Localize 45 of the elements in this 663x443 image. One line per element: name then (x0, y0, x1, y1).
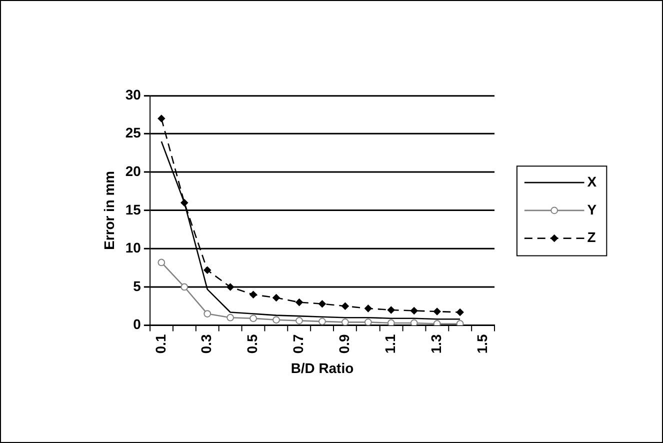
point (410, 319, 418, 326)
x-tick-label: 0.3 (198, 334, 214, 354)
point (410, 307, 418, 314)
point (272, 316, 280, 324)
legend-label: Y (587, 201, 598, 218)
point (272, 294, 280, 302)
x-tick-label: 1.1 (382, 334, 398, 354)
point (250, 314, 257, 322)
y-tick-label: 0 (133, 316, 142, 332)
point (296, 316, 303, 324)
point (364, 318, 372, 326)
point (456, 308, 464, 316)
x-tick-label: 0.7 (290, 334, 306, 354)
point (158, 114, 166, 122)
x-tick-label: 1.3 (428, 334, 444, 354)
y-tick-label: 15 (125, 201, 142, 218)
x-tick-label: 0.1 (152, 334, 168, 354)
y-tick-label: 30 (125, 86, 142, 102)
point (296, 298, 303, 306)
point (364, 304, 372, 312)
point (180, 283, 188, 291)
point (204, 310, 212, 318)
y-tick-label: 20 (125, 162, 142, 179)
x-tick-label: 0.9 (336, 334, 352, 354)
point (341, 318, 349, 326)
point (204, 266, 212, 274)
point (387, 319, 395, 326)
point (226, 283, 234, 291)
legend-label: Z (587, 229, 596, 246)
point (433, 308, 441, 316)
point (226, 314, 234, 322)
legend-label: X (587, 173, 598, 190)
y-tick-label: 5 (133, 278, 142, 294)
point (318, 300, 326, 308)
y-tick-label: 10 (125, 240, 142, 256)
point (387, 306, 395, 314)
x-axis-title: B/D Ratio (290, 360, 354, 376)
x-tick-label: 0.5 (244, 334, 260, 354)
point (158, 258, 166, 266)
point (341, 302, 349, 310)
y-axis-title: Error in mm (100, 170, 117, 250)
point (250, 290, 257, 298)
y-tick-label: 25 (125, 124, 142, 141)
x-tick-label: 1.5 (474, 334, 490, 354)
point (318, 318, 326, 326)
